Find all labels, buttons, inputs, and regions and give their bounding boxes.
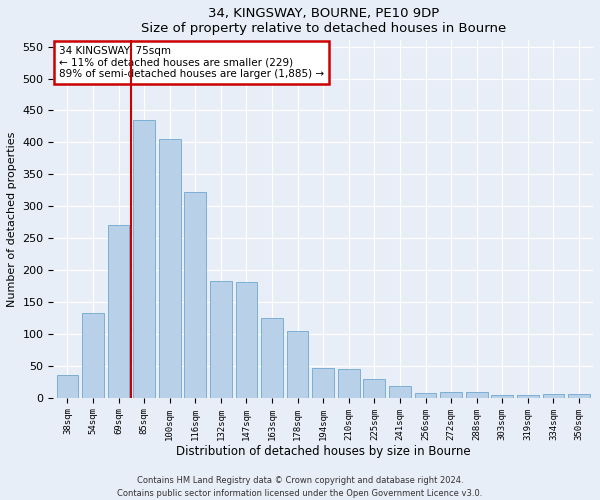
Bar [338, 369, 359, 398]
Bar [389, 386, 411, 398]
Text: 34 KINGSWAY: 75sqm
← 11% of detached houses are smaller (229)
89% of semi-detach: 34 KINGSWAY: 75sqm ← 11% of detached hou… [59, 46, 324, 79]
Bar [261, 318, 283, 398]
Bar [440, 392, 462, 398]
Bar [159, 139, 181, 398]
Bar [415, 393, 436, 398]
Bar [184, 192, 206, 398]
Bar [313, 368, 334, 398]
Title: 34, KINGSWAY, BOURNE, PE10 9DP
Size of property relative to detached houses in B: 34, KINGSWAY, BOURNE, PE10 9DP Size of p… [140, 7, 506, 35]
Bar [56, 375, 78, 398]
Bar [108, 226, 130, 398]
Bar [364, 379, 385, 398]
Bar [82, 312, 104, 398]
Bar [236, 282, 257, 398]
Bar [133, 120, 155, 398]
Bar [517, 395, 539, 398]
Bar [568, 394, 590, 398]
Y-axis label: Number of detached properties: Number of detached properties [7, 131, 17, 306]
Bar [491, 395, 513, 398]
Bar [287, 331, 308, 398]
Bar [542, 394, 564, 398]
Bar [210, 282, 232, 398]
Bar [466, 392, 488, 398]
X-axis label: Distribution of detached houses by size in Bourne: Distribution of detached houses by size … [176, 445, 470, 458]
Text: Contains HM Land Registry data © Crown copyright and database right 2024.
Contai: Contains HM Land Registry data © Crown c… [118, 476, 482, 498]
